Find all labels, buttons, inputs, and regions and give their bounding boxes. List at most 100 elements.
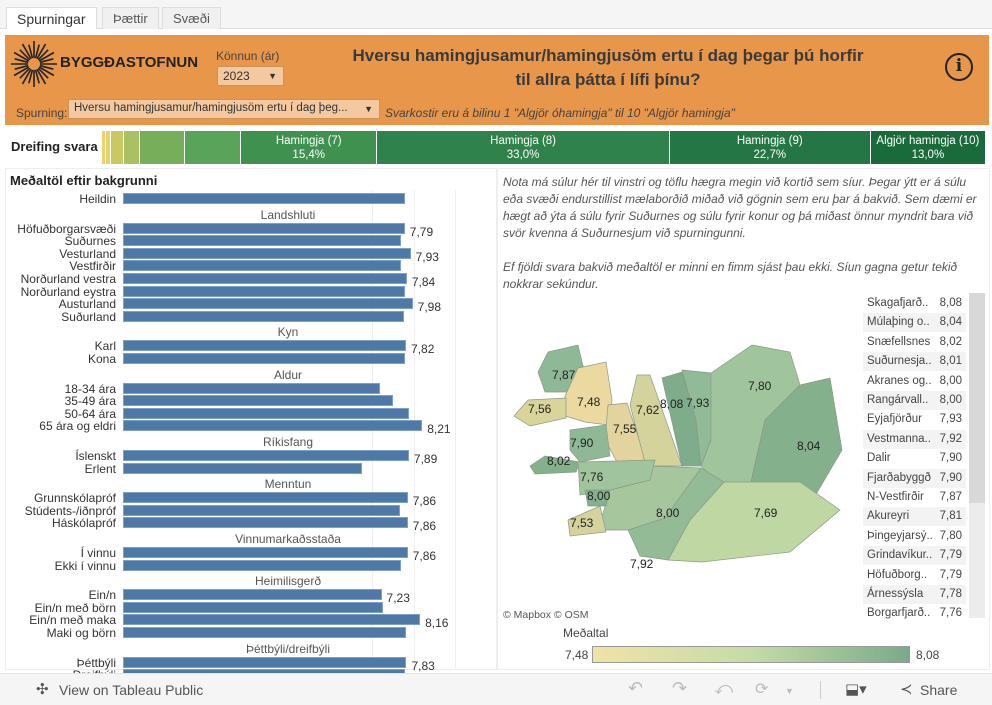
segment-name: Algjör hamingja (10)	[876, 135, 980, 147]
bar-label: Vestfirðir	[69, 259, 116, 274]
table-row[interactable]: Fjarðabyggð 7,90	[863, 468, 966, 488]
bar[interactable]	[123, 614, 421, 626]
distribution-segment[interactable]	[124, 131, 141, 164]
tab-thaettir[interactable]: Þættir	[102, 7, 159, 29]
table-row[interactable]: Suðurnesja.. 8,01	[863, 352, 966, 372]
table-row[interactable]: Borgarfjarð.. 7,76	[863, 604, 966, 624]
distribution-segment[interactable]	[110, 131, 125, 164]
table-row[interactable]: Akranes og.. 8,00	[863, 371, 966, 391]
bar-label: Ein/n með maka	[29, 613, 116, 628]
bar-value-label: 7,86	[412, 519, 437, 534]
bar[interactable]	[123, 247, 411, 259]
undo-icon[interactable]: ↶	[628, 678, 644, 698]
note-paragraph-1: Nota má súlur hér til vinstri og töflu h…	[503, 175, 977, 240]
bar[interactable]	[123, 420, 423, 432]
distribution-segment[interactable]	[105, 131, 111, 164]
share-icon[interactable]: ≺	[900, 681, 913, 698]
table-row[interactable]: Árnessýsla 7,78	[863, 585, 966, 604]
region-value: 8,01	[939, 355, 962, 368]
bar[interactable]	[123, 235, 402, 247]
bar[interactable]	[123, 298, 413, 310]
bar[interactable]	[123, 260, 402, 272]
region-name: Árnessýsla	[867, 588, 924, 600]
bar-value-label: 7,83	[411, 658, 435, 673]
bar[interactable]	[123, 656, 407, 668]
gridline	[455, 190, 456, 668]
bar[interactable]	[123, 285, 406, 297]
bar[interactable]	[123, 492, 408, 504]
revert-icon[interactable]: ⤺	[714, 678, 734, 698]
table-row[interactable]: Eyjafjörður 7,93	[863, 410, 966, 430]
info-icon[interactable]: i	[945, 53, 973, 81]
bar[interactable]	[123, 407, 409, 419]
bar-value-label: 7,93	[415, 249, 439, 264]
bar[interactable]	[123, 627, 407, 638]
distribution-segment[interactable]	[185, 131, 242, 164]
table-row[interactable]: Skagafjarð.. 8,08	[863, 294, 966, 313]
chevron-down-icon[interactable]: ▼	[785, 686, 794, 696]
map-value-label: 7,62	[636, 403, 660, 417]
table-scrollbar-thumb[interactable]	[969, 293, 985, 503]
bar[interactable]	[123, 517, 408, 529]
region-name: Dalir	[867, 452, 891, 465]
bar[interactable]	[123, 273, 407, 284]
redo-icon[interactable]: ↷	[672, 678, 688, 698]
map-value-label: 8,08	[660, 397, 684, 411]
logo-ray	[21, 68, 32, 85]
bar[interactable]	[123, 382, 380, 394]
year-select[interactable]: 2023 ▼	[217, 66, 284, 86]
table-row[interactable]: Vestmanna.. 7,92	[863, 429, 966, 449]
bar[interactable]	[123, 559, 402, 571]
region-name: N-Vestfirðir	[867, 491, 924, 503]
bar[interactable]	[123, 504, 400, 516]
table-row[interactable]: Grindavíkur.. 7,79	[863, 546, 966, 566]
table-row[interactable]: Snæfellsnes 8,02	[863, 332, 966, 352]
bar[interactable]	[123, 222, 405, 234]
distribution-segment[interactable]	[140, 131, 186, 164]
distribution-segment[interactable]: Hamingja (9) 22,7%	[669, 131, 871, 164]
group-header: Aldur	[273, 367, 302, 382]
bar[interactable]	[123, 395, 394, 407]
map-value-label: 7,87	[552, 368, 576, 382]
tab-svaedi[interactable]: Svæði	[162, 7, 221, 29]
region-value: 8,00	[939, 394, 962, 406]
question-select[interactable]: Hversu hamingjusamur/hamingjusöm ertu í …	[68, 99, 380, 119]
bar[interactable]	[123, 601, 383, 613]
table-row[interactable]: Rangárvall.. 8,00	[863, 391, 966, 410]
distribution-segment[interactable]: Hamingja (7) 15,4%	[241, 131, 378, 164]
bar[interactable]	[123, 547, 408, 558]
table-row[interactable]: Akureyri 7,81	[863, 507, 966, 527]
map-attribution[interactable]: © Mapbox © OSM	[503, 609, 589, 621]
tab-spurningar[interactable]: Spurningar	[6, 7, 97, 29]
iceland-map[interactable]	[500, 340, 850, 570]
bar[interactable]	[123, 462, 363, 474]
distribution-segment[interactable]: Hamingja (8) 33,0%	[377, 131, 670, 164]
share-button[interactable]: Share	[920, 682, 958, 698]
segment-percent: 15,4%	[292, 149, 326, 161]
table-row[interactable]: Dalir 7,90	[863, 449, 966, 469]
region-name: Akranes og..	[867, 374, 932, 387]
logo-ray	[21, 43, 32, 60]
bar[interactable]	[123, 193, 406, 204]
refresh-icon[interactable]: ⟳	[755, 681, 769, 698]
logo-ray	[36, 43, 47, 60]
bar[interactable]	[123, 340, 407, 352]
table-row[interactable]: Höfuðborg.. 7,79	[863, 565, 966, 585]
distribution-segment[interactable]	[102, 131, 106, 164]
table-row[interactable]: Þingeyjarsý.. 7,80	[863, 526, 966, 546]
bar-label: Heildin	[79, 192, 116, 206]
bar[interactable]	[123, 310, 404, 322]
bar[interactable]	[123, 589, 382, 601]
distribution-segment[interactable]: Algjör hamingja (10) 13,0%	[870, 131, 986, 164]
table-row[interactable]: N-Vestfirðir 7,87	[863, 488, 966, 507]
bar[interactable]	[123, 353, 406, 364]
logo-ray	[36, 68, 47, 85]
region-value: 8,04	[939, 316, 962, 329]
bar[interactable]	[123, 450, 409, 461]
view-on-tableau-link[interactable]: View on Tableau Public	[59, 682, 204, 698]
bar-label: Íslenskt	[75, 449, 116, 463]
region-value: 8,02	[939, 335, 962, 348]
download-icon[interactable]: ⬓▾	[845, 681, 867, 698]
table-row[interactable]: Múlaþing o.. 8,04	[863, 313, 966, 333]
divider	[820, 681, 821, 699]
